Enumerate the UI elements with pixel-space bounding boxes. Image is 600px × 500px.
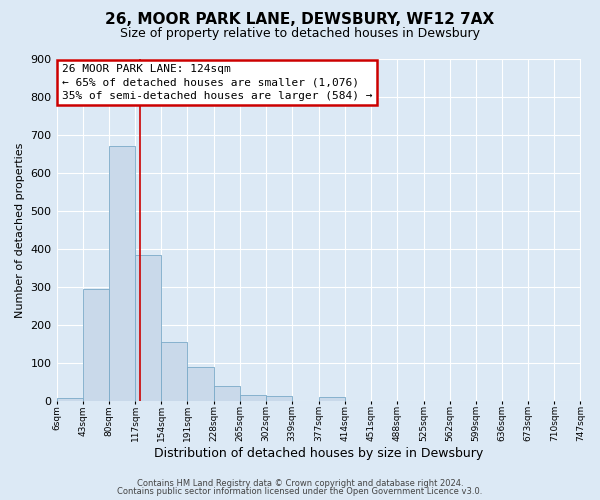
Bar xyxy=(56,398,83,401)
Bar xyxy=(83,289,109,401)
X-axis label: Distribution of detached houses by size in Dewsbury: Distribution of detached houses by size … xyxy=(154,447,483,460)
Text: Contains public sector information licensed under the Open Government Licence v3: Contains public sector information licen… xyxy=(118,487,482,496)
Bar xyxy=(161,342,187,401)
Bar xyxy=(319,397,345,401)
Bar xyxy=(135,254,161,401)
Bar xyxy=(266,396,292,401)
Text: 26, MOOR PARK LANE, DEWSBURY, WF12 7AX: 26, MOOR PARK LANE, DEWSBURY, WF12 7AX xyxy=(106,12,494,28)
Bar xyxy=(214,386,239,401)
Text: 26 MOOR PARK LANE: 124sqm
← 65% of detached houses are smaller (1,076)
35% of se: 26 MOOR PARK LANE: 124sqm ← 65% of detac… xyxy=(62,64,372,100)
Text: Contains HM Land Registry data © Crown copyright and database right 2024.: Contains HM Land Registry data © Crown c… xyxy=(137,478,463,488)
Bar xyxy=(239,395,266,401)
Text: Size of property relative to detached houses in Dewsbury: Size of property relative to detached ho… xyxy=(120,28,480,40)
Y-axis label: Number of detached properties: Number of detached properties xyxy=(15,142,25,318)
Bar xyxy=(109,146,135,401)
Bar xyxy=(187,368,214,401)
